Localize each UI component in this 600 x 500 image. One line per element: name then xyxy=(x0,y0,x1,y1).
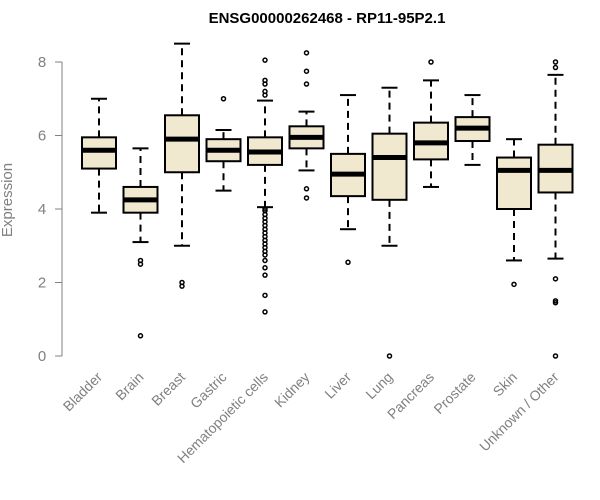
y-axis: 0 2 4 6 8 xyxy=(38,54,63,365)
outlier-point xyxy=(428,59,434,65)
chart-title: ENSG00000262468 - RP11-95P2.1 xyxy=(209,10,446,27)
box-bladder xyxy=(81,97,117,214)
outlier-point xyxy=(262,265,268,271)
outlier-point xyxy=(262,257,268,264)
outlier-point xyxy=(262,57,268,63)
outlier-point xyxy=(511,281,517,288)
x-label-brain: Brain xyxy=(112,369,146,403)
outlier-point xyxy=(552,353,559,359)
outlier-point xyxy=(262,81,268,87)
box-kidney xyxy=(288,50,325,201)
outlier-point xyxy=(262,252,268,258)
outlier-point xyxy=(303,186,310,192)
outlier-point xyxy=(220,96,227,102)
x-label-lung: Lung xyxy=(362,369,395,402)
outlier-point xyxy=(262,272,268,278)
outlier-point xyxy=(552,276,559,282)
outlier-point xyxy=(552,59,559,65)
x-label-prostate: Prostate xyxy=(430,369,478,417)
outlier-point xyxy=(303,81,310,87)
y-tick-label-4: 4 xyxy=(38,201,46,218)
outlier-point xyxy=(303,68,310,74)
x-label-skin: Skin xyxy=(490,369,521,400)
box-body xyxy=(496,156,532,211)
box-skin xyxy=(496,138,532,288)
box-unknown-other xyxy=(537,59,574,359)
x-label-liver: Liver xyxy=(321,369,354,402)
outlier-point xyxy=(552,64,559,71)
x-label-unknown-other: Unknown / Other xyxy=(476,369,562,455)
outlier-point xyxy=(262,92,268,98)
box-body xyxy=(371,132,408,201)
y-tick-label-8: 8 xyxy=(38,54,46,71)
outlier-point xyxy=(345,259,351,266)
boxes-group xyxy=(81,42,574,359)
y-axis-title: Expression xyxy=(0,163,16,237)
outlier-point xyxy=(386,353,393,359)
box-liver xyxy=(330,94,366,266)
y-tick-label-6: 6 xyxy=(38,128,46,145)
outlier-point xyxy=(262,309,268,315)
outlier-point xyxy=(262,292,268,299)
y-tick-label-2: 2 xyxy=(38,275,46,292)
outlier-point xyxy=(303,195,310,201)
box-lung xyxy=(371,86,408,359)
x-label-kidney: Kidney xyxy=(271,369,313,411)
x-label-bladder: Bladder xyxy=(60,369,106,415)
outlier-point xyxy=(137,257,144,264)
box-brain xyxy=(122,147,159,339)
box-prostate xyxy=(454,94,491,166)
x-label-breast: Breast xyxy=(148,369,188,409)
outlier-point xyxy=(552,299,559,306)
outlier-point xyxy=(303,50,310,56)
outlier-point xyxy=(137,333,144,339)
outlier-point xyxy=(179,283,185,289)
box-breast xyxy=(164,42,200,289)
box-pancreas xyxy=(413,59,449,188)
box-gastric xyxy=(205,96,242,192)
box-body xyxy=(81,136,117,170)
box-body xyxy=(164,114,200,174)
box-hematopoietic-cells xyxy=(247,57,283,315)
y-tick-label-0: 0 xyxy=(38,348,46,365)
